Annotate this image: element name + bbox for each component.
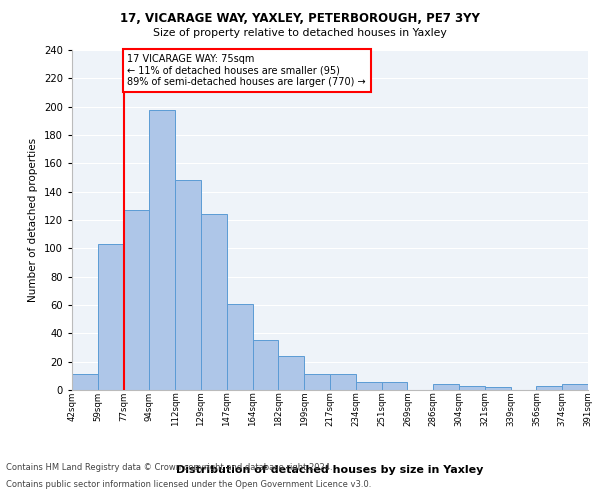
Text: 17 VICARAGE WAY: 75sqm
← 11% of detached houses are smaller (95)
89% of semi-det: 17 VICARAGE WAY: 75sqm ← 11% of detached…	[127, 54, 366, 88]
X-axis label: Distribution of detached houses by size in Yaxley: Distribution of detached houses by size …	[176, 465, 484, 475]
Bar	[149, 110, 175, 390]
Bar	[278, 356, 304, 390]
Y-axis label: Number of detached properties: Number of detached properties	[28, 138, 38, 302]
Text: Size of property relative to detached houses in Yaxley: Size of property relative to detached ho…	[153, 28, 447, 38]
Bar	[98, 244, 124, 390]
Bar	[227, 304, 253, 390]
Bar	[124, 210, 149, 390]
Bar	[304, 374, 330, 390]
Bar	[459, 386, 485, 390]
Text: Contains public sector information licensed under the Open Government Licence v3: Contains public sector information licen…	[6, 480, 371, 489]
Bar	[562, 384, 588, 390]
Bar	[356, 382, 382, 390]
Bar	[201, 214, 227, 390]
Text: 17, VICARAGE WAY, YAXLEY, PETERBOROUGH, PE7 3YY: 17, VICARAGE WAY, YAXLEY, PETERBOROUGH, …	[120, 12, 480, 26]
Bar	[485, 387, 511, 390]
Bar	[330, 374, 356, 390]
Bar	[536, 386, 562, 390]
Bar	[433, 384, 459, 390]
Bar	[72, 374, 98, 390]
Bar	[175, 180, 201, 390]
Bar	[253, 340, 278, 390]
Bar	[382, 382, 407, 390]
Text: Contains HM Land Registry data © Crown copyright and database right 2024.: Contains HM Land Registry data © Crown c…	[6, 464, 332, 472]
